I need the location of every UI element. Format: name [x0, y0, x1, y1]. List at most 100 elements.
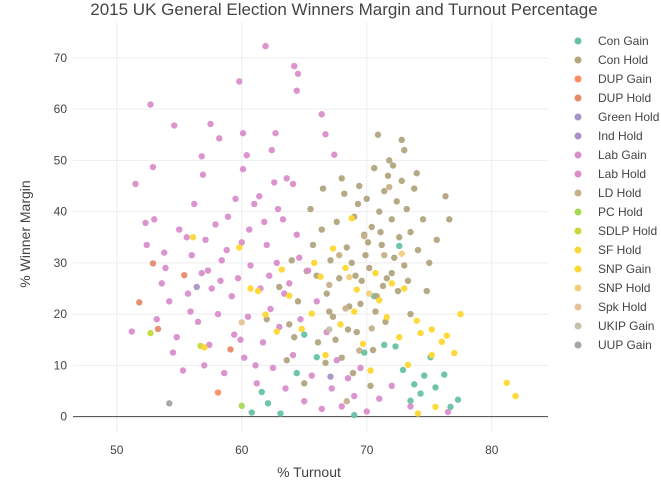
data-point[interactable]: [346, 274, 353, 281]
legend-marker[interactable]: [574, 75, 582, 83]
data-point[interactable]: [236, 244, 243, 251]
data-point[interactable]: [142, 219, 149, 227]
data-point[interactable]: [301, 331, 308, 338]
data-point[interactable]: [326, 281, 333, 289]
data-point[interactable]: [367, 367, 374, 374]
data-point[interactable]: [244, 313, 252, 320]
data-point[interactable]: [368, 223, 375, 231]
data-point[interactable]: [417, 329, 424, 337]
legend-label[interactable]: Ind Hold: [598, 129, 643, 143]
data-point[interactable]: [296, 254, 303, 261]
legend-label[interactable]: UKIP Gain: [598, 319, 654, 333]
data-point[interactable]: [204, 267, 212, 274]
data-point[interactable]: [417, 390, 424, 397]
data-point[interactable]: [419, 216, 427, 223]
data-point[interactable]: [176, 226, 183, 233]
legend-marker[interactable]: [574, 265, 582, 273]
data-point[interactable]: [301, 380, 308, 387]
data-point[interactable]: [421, 372, 428, 379]
data-point[interactable]: [337, 321, 344, 328]
data-point[interactable]: [441, 371, 448, 378]
data-point[interactable]: [333, 357, 340, 364]
data-point[interactable]: [404, 361, 412, 369]
data-point[interactable]: [251, 200, 258, 208]
data-point[interactable]: [147, 101, 154, 108]
data-point[interactable]: [128, 328, 135, 335]
data-point[interactable]: [322, 359, 329, 367]
data-point[interactable]: [344, 374, 352, 382]
data-point[interactable]: [252, 362, 259, 369]
data-point[interactable]: [283, 357, 290, 364]
data-point[interactable]: [389, 162, 397, 169]
data-point[interactable]: [372, 308, 379, 315]
data-point[interactable]: [236, 78, 243, 85]
data-point[interactable]: [388, 269, 395, 277]
data-point[interactable]: [228, 292, 235, 300]
data-point[interactable]: [376, 395, 383, 402]
data-point[interactable]: [338, 403, 345, 410]
data-point[interactable]: [388, 280, 395, 287]
data-point[interactable]: [398, 177, 405, 185]
data-point[interactable]: [369, 346, 377, 354]
data-point[interactable]: [357, 364, 364, 372]
data-point[interactable]: [371, 164, 378, 172]
data-point[interactable]: [231, 331, 238, 338]
data-point[interactable]: [356, 347, 363, 354]
data-point[interactable]: [256, 193, 263, 200]
data-point[interactable]: [328, 385, 335, 392]
data-point[interactable]: [308, 372, 315, 379]
data-point[interactable]: [311, 259, 318, 267]
data-point[interactable]: [288, 257, 295, 264]
data-point[interactable]: [274, 205, 282, 213]
legend-label[interactable]: DUP Hold: [598, 91, 651, 105]
data-point[interactable]: [338, 354, 345, 361]
data-point[interactable]: [384, 172, 392, 179]
legend-marker[interactable]: [574, 56, 582, 64]
data-point[interactable]: [451, 349, 458, 357]
data-point[interactable]: [336, 275, 343, 282]
data-point[interactable]: [301, 398, 308, 405]
data-point[interactable]: [366, 290, 373, 297]
data-point[interactable]: [352, 272, 359, 279]
data-point[interactable]: [413, 169, 420, 177]
legend-label[interactable]: Con Hold: [598, 53, 648, 67]
data-point[interactable]: [323, 290, 330, 297]
data-point[interactable]: [403, 205, 410, 213]
data-point[interactable]: [423, 287, 430, 295]
data-point[interactable]: [282, 385, 289, 392]
legend-label[interactable]: PC Hold: [598, 205, 643, 219]
data-point[interactable]: [428, 351, 435, 359]
data-point[interactable]: [353, 286, 360, 293]
data-point[interactable]: [266, 272, 273, 279]
data-point[interactable]: [154, 325, 162, 333]
data-point[interactable]: [361, 233, 368, 240]
data-point[interactable]: [338, 175, 345, 182]
data-point[interactable]: [414, 410, 422, 417]
data-point[interactable]: [331, 151, 338, 158]
data-point[interactable]: [268, 146, 275, 154]
data-point[interactable]: [363, 195, 370, 203]
data-point[interactable]: [379, 282, 387, 290]
legend-marker[interactable]: [574, 113, 582, 121]
data-point[interactable]: [243, 152, 250, 159]
data-point[interactable]: [153, 316, 160, 323]
data-point[interactable]: [247, 285, 254, 292]
data-point[interactable]: [258, 388, 265, 396]
data-point[interactable]: [401, 285, 408, 292]
data-point[interactable]: [393, 198, 400, 205]
data-point[interactable]: [329, 313, 337, 320]
data-point[interactable]: [322, 351, 329, 359]
data-point[interactable]: [198, 269, 205, 277]
data-point[interactable]: [383, 275, 390, 282]
data-point[interactable]: [277, 410, 284, 417]
data-point[interactable]: [147, 329, 154, 337]
data-point[interactable]: [332, 336, 339, 343]
data-point[interactable]: [239, 130, 247, 137]
legend-marker[interactable]: [574, 341, 582, 349]
data-point[interactable]: [318, 111, 325, 118]
data-point[interactable]: [307, 205, 314, 213]
data-point[interactable]: [291, 62, 298, 70]
data-point[interactable]: [411, 381, 418, 388]
data-point[interactable]: [392, 343, 399, 350]
data-point[interactable]: [216, 135, 223, 142]
